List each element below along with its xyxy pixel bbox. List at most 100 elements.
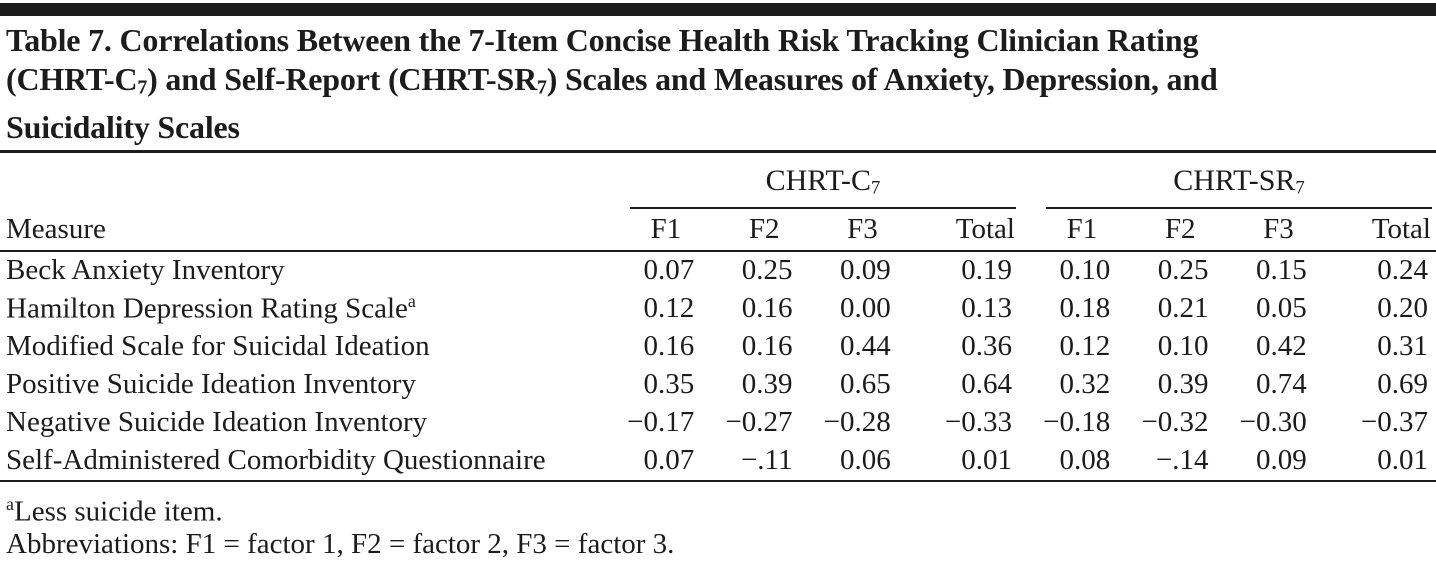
correlation-cell: −0.30 [1239,406,1307,439]
footnote-a: aLess suicide item. [6,488,1436,529]
correlation-cell: −.14 [1118,441,1217,482]
title-line2-pre: (CHRT-C [6,61,138,97]
group-header-chrt-c-label: CHRT-C7 [629,164,1016,209]
title-subscript-7: 7 [137,76,148,99]
correlation-cell: 0.25 [741,254,793,287]
column-header-f2-sr: F2 [1118,208,1217,252]
correlation-cell: −0.33 [944,406,1012,439]
group-header-row: Measure CHRT-C7 CHRT-SR7 [0,151,1436,252]
footnote-abbreviations: Abbreviations: F1 = factor 1, F2 = facto… [6,528,675,561]
column-header-total: Total [898,208,1020,252]
group-name: CHRT-SR [1173,164,1296,198]
table-row-self-administered: Self-Administered Comorbidity Questionna… [0,441,1436,482]
correlation-cell: 0.32 [1059,368,1111,401]
correlation-cell: 0.10 [1157,330,1209,363]
correlation-cell: 0.42 [1256,330,1307,363]
correlation-cell: 0.35 [643,368,695,401]
measure-cell: Positive Suicide Ideation Inventory [6,368,416,401]
correlation-cell: 0.00 [839,292,891,325]
correlation-cell: 0.09 [1216,441,1315,482]
correlation-cell: 0.25 [1157,254,1209,287]
table-row-negative-suicide: Negative Suicide Ideation Inventory −0.1… [0,404,1436,442]
correlation-cell: 0.39 [1157,368,1209,401]
subheader-row: F1 F2 F3 Total F1 F2 F3 Total [0,208,1436,252]
correlation-cell: 0.31 [1377,330,1428,363]
group-header-chrt-c: CHRT-C7 [604,151,1020,209]
correlation-cell: 0.19 [961,254,1012,287]
correlation-cell: 0.10 [1059,254,1111,287]
correlation-cell: 0.01 [898,441,1020,482]
correlation-cell: 0.69 [1377,368,1428,401]
measure-cell: Modified Scale for Suicidal Ideation [6,330,430,363]
measure-label: Hamilton Depression Rating Scale [6,292,408,325]
title-subscript-7b: 7 [536,76,547,99]
footnote-a-marker: a [6,493,14,514]
measure-column-header: Measure [0,151,604,252]
correlation-cell: 0.05 [1256,292,1307,325]
correlation-cell: −.11 [702,441,801,482]
correlation-cell: 0.44 [839,330,891,363]
column-header-f1: F1 [603,208,703,252]
title-line-2: (CHRT-C7) and Self-Report (CHRT-SR7) Sca… [6,60,1436,108]
title-line2-post: ) Scales and Measures of Anxiety, Depres… [546,61,1218,97]
correlation-cell: −0.18 [1043,406,1111,439]
correlation-cell: 0.39 [741,368,793,401]
group-subscript: 7 [1295,177,1305,199]
measure-cell: Hamilton Depression Rating Scalea [0,290,604,328]
table-row-hamilton-depression: Hamilton Depression Rating Scalea 0.12 0… [0,290,1436,328]
correlation-cell: −0.28 [823,406,891,439]
measure-cell: Beck Anxiety Inventory [6,254,285,287]
title-line-3: Suicidality Scales [6,108,240,145]
correlation-cell: 0.07 [643,254,695,287]
correlation-cell: 0.12 [643,292,695,325]
group-header-chrt-sr: CHRT-SR7 [1020,151,1436,209]
correlation-cell: 0.08 [1019,441,1119,482]
footnote-a-text: Less suicide item. [13,495,223,528]
correlation-cell: 0.74 [1256,368,1307,401]
measure-cell: Self-Administered Comorbidity Questionna… [0,441,604,482]
measure-cell: Negative Suicide Ideation Inventory [6,406,428,439]
table-row-positive-suicide: Positive Suicide Ideation Inventory 0.35… [0,366,1436,404]
column-header-total-sr: Total [1314,208,1436,252]
title-line-1: Table 7. Correlations Between the 7-Item… [6,22,1199,58]
correlation-cell: 0.20 [1377,292,1428,325]
correlation-cell: 0.09 [839,254,891,287]
correlation-cell: −0.27 [725,406,793,439]
table-footnotes: aLess suicide item. Abbreviations: F1 = … [0,488,1436,561]
correlation-cell: 0.24 [1377,254,1428,287]
group-subscript: 7 [871,177,881,199]
correlation-cell: 0.07 [603,441,703,482]
correlation-cell: 0.16 [741,330,793,363]
correlation-cell: −0.17 [627,406,695,439]
correlation-cell: 0.65 [839,368,891,401]
top-rule-bar [0,3,1436,16]
table-row-modified-scale: Modified Scale for Suicidal Ideation 0.1… [0,328,1436,366]
correlation-cell: 0.18 [1059,292,1111,325]
column-header-f3-sr: F3 [1216,208,1315,252]
correlation-table: Measure CHRT-C7 CHRT-SR7 F1 F2 F3 Total … [0,149,1436,482]
correlation-cell: 0.64 [961,368,1012,401]
correlation-cell: −0.37 [1360,406,1428,439]
correlation-cell: 0.06 [800,441,899,482]
footnote-marker-a: a [407,291,416,312]
correlation-cell: 0.01 [1314,441,1436,482]
table-body: Beck Anxiety Inventory 0.07 0.25 0.09 0.… [0,251,1436,482]
correlation-cell: −0.32 [1141,406,1209,439]
table-header: Measure CHRT-C7 CHRT-SR7 F1 F2 F3 Total … [0,151,1436,252]
group-name: CHRT-C [765,164,872,198]
table-title: Table 7. Correlations Between the 7-Item… [0,21,1436,147]
correlation-cell: 0.16 [741,292,793,325]
correlation-cell: 0.13 [961,292,1012,325]
correlation-cell: 0.36 [961,330,1012,363]
group-header-chrt-sr-label: CHRT-SR7 [1045,164,1432,209]
correlation-cell: 0.15 [1256,254,1307,287]
correlation-cell: 0.16 [643,330,695,363]
column-header-f2: F2 [702,208,801,252]
column-header-f1-sr: F1 [1019,208,1119,252]
table-row-beck-anxiety: Beck Anxiety Inventory 0.07 0.25 0.09 0.… [0,251,1436,290]
correlation-cell: 0.21 [1157,292,1209,325]
title-line2-mid: ) and Self-Report (CHRT-SR [147,61,537,97]
column-header-f3: F3 [800,208,899,252]
correlation-cell: 0.12 [1059,330,1111,363]
